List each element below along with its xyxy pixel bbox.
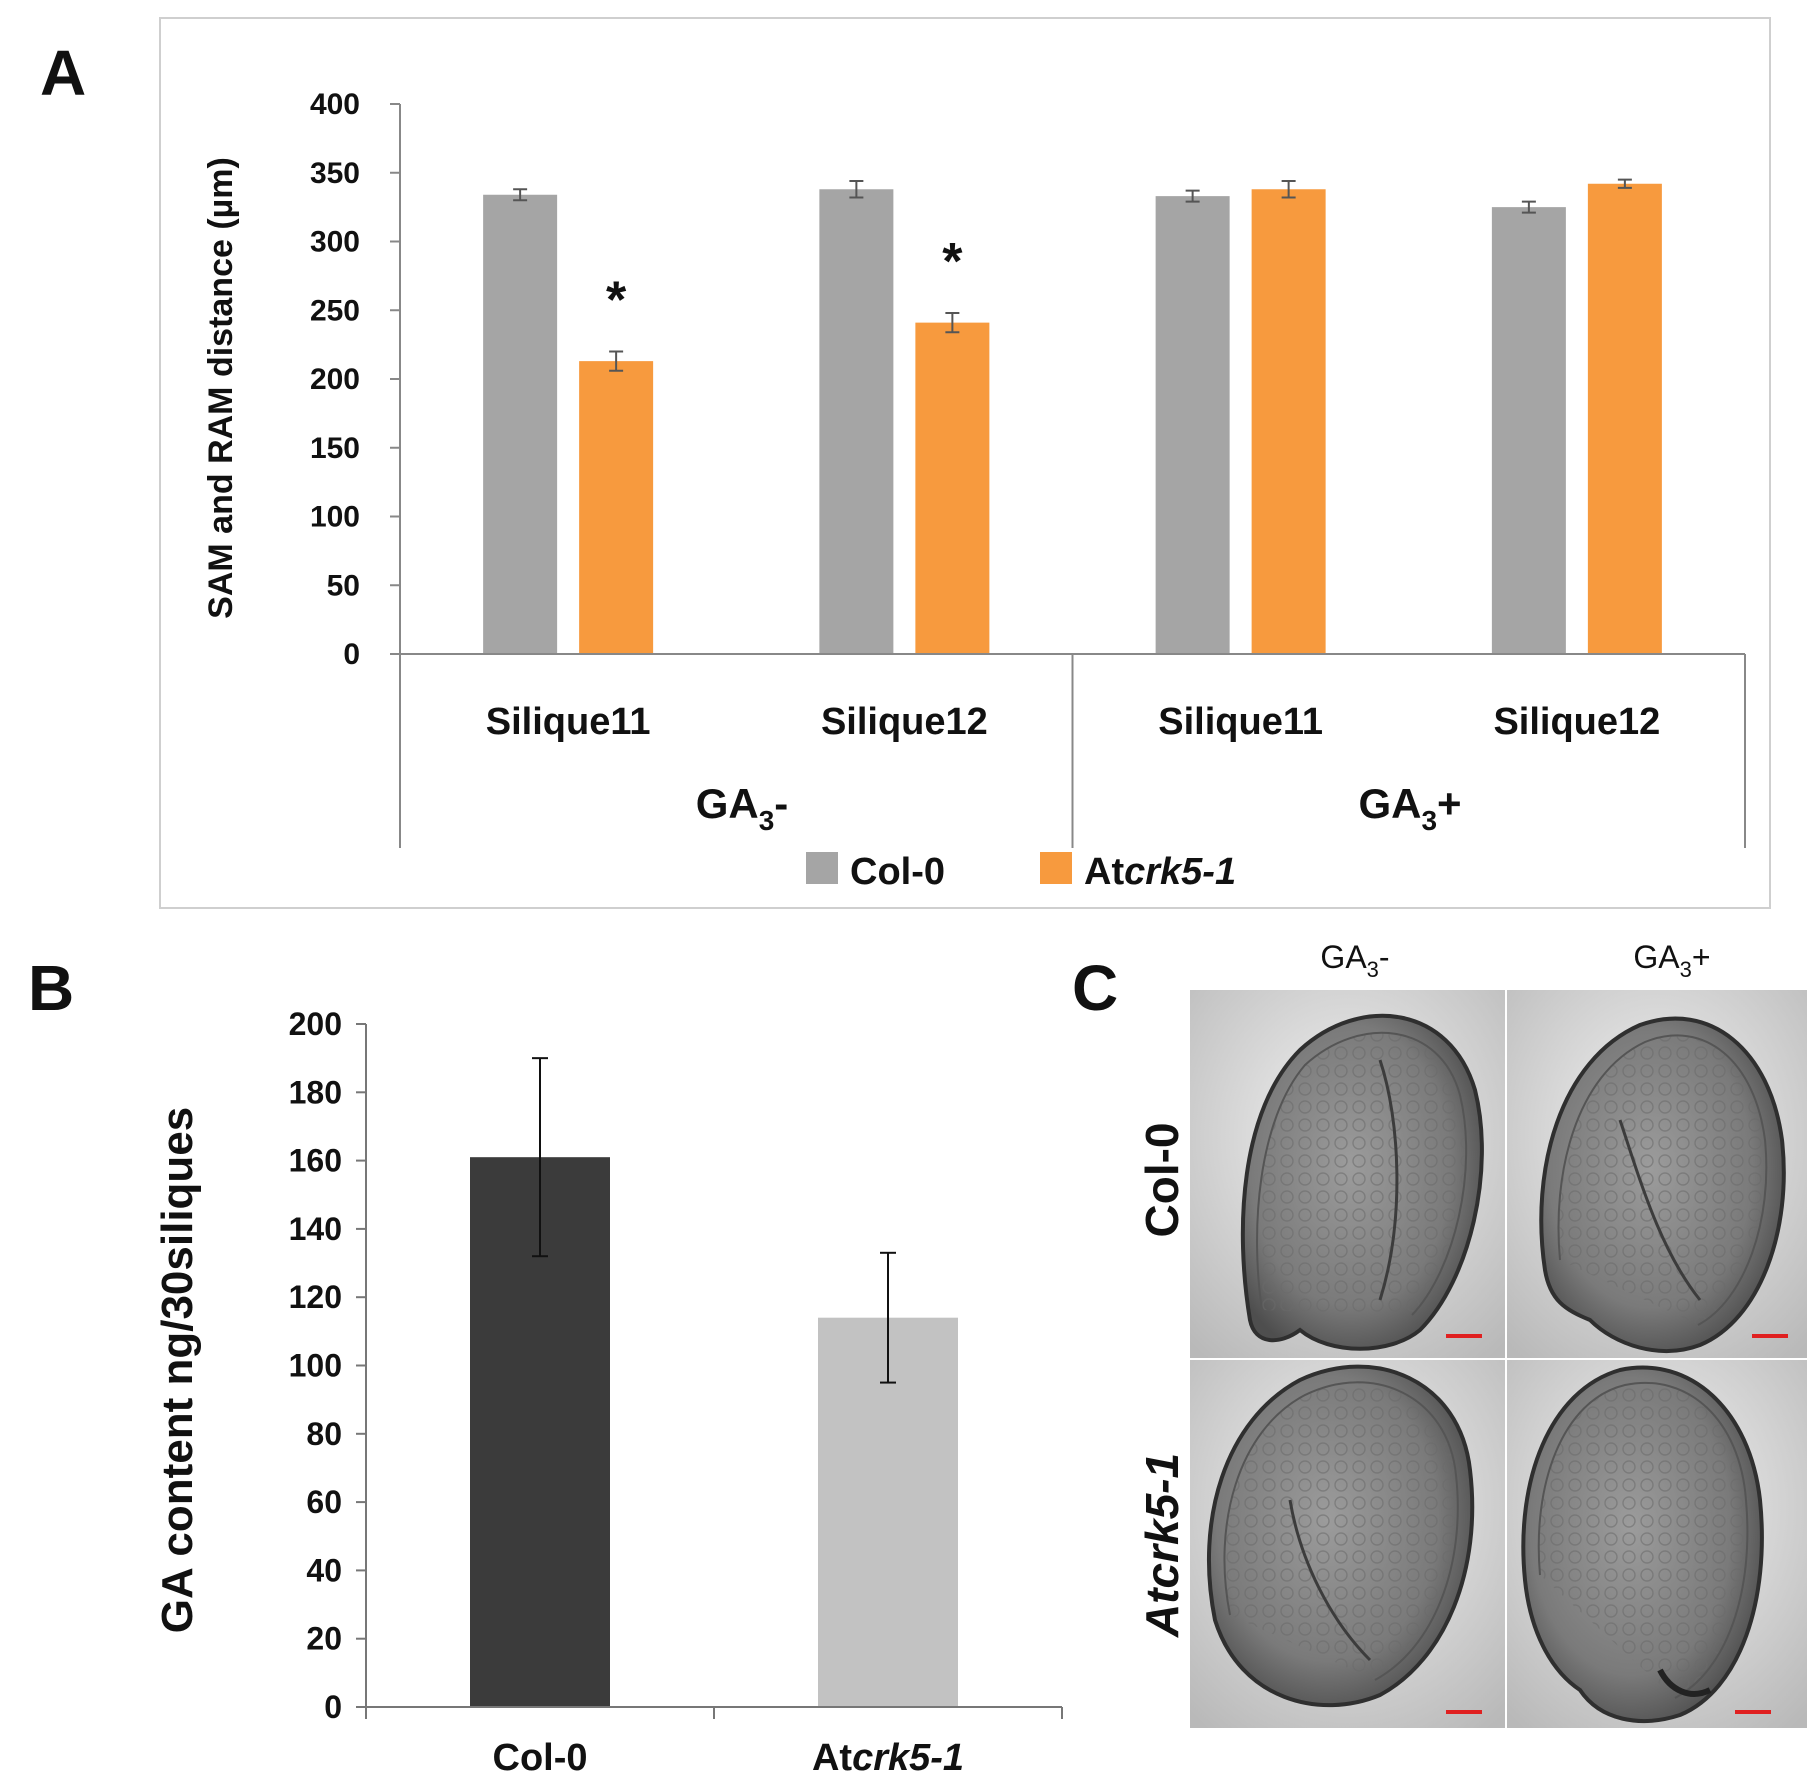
bar-atcrk5-1-silique11 bbox=[1251, 189, 1326, 654]
panel-b-axes bbox=[365, 1024, 1063, 1719]
panel-b-y-tick-label: 80 bbox=[306, 1416, 342, 1452]
micrograph-atcrk5-1-ga3-minus bbox=[1190, 1360, 1505, 1728]
panel-a-y-tick-label: 150 bbox=[310, 432, 360, 465]
micrograph-column-label-ga3-minus: GA3- bbox=[1320, 939, 1389, 982]
panel-a-y-tick-label: 400 bbox=[310, 88, 360, 121]
scale-bar bbox=[1446, 1710, 1482, 1714]
panel-a-category-label: Silique12 bbox=[821, 701, 988, 743]
significance-asterisk: * bbox=[942, 233, 963, 291]
panel-b-y-tick-label: 20 bbox=[306, 1621, 342, 1657]
panel-b-chart: GA content ng/30siliques 0 20 40 60 80 100 120… bbox=[153, 1006, 1063, 1779]
scale-bar bbox=[1735, 1710, 1771, 1714]
panel-b-category-label-atcrk5-1: Atcrk5-1 bbox=[812, 1737, 964, 1779]
panel-a-group-label-ga3-minus: GA3- bbox=[696, 780, 789, 836]
panel-a-y-tick-label: 300 bbox=[310, 226, 360, 259]
legend-swatch-atcrk5-1 bbox=[1040, 852, 1072, 884]
panel-b-letter: B bbox=[28, 952, 74, 1024]
significance-asterisk: * bbox=[606, 272, 627, 330]
panel-b-y-tick-label: 0 bbox=[324, 1689, 342, 1725]
panel-b-y-tick-label: 160 bbox=[289, 1143, 342, 1179]
bar-col-0-silique11 bbox=[1155, 196, 1230, 654]
bar-col-0-silique12 bbox=[819, 189, 894, 654]
panel-a-category-label: Silique11 bbox=[486, 701, 651, 743]
panel-b-y-tick-label: 140 bbox=[289, 1211, 342, 1247]
panel-a-y-tick-label: 50 bbox=[327, 569, 360, 602]
panel-c-letter: C bbox=[1072, 952, 1118, 1024]
panel-b-y-tick-label: 40 bbox=[306, 1552, 342, 1588]
bar-col-0-silique11 bbox=[483, 194, 558, 654]
panel-a-axes bbox=[399, 104, 1746, 848]
panel-a-category-labels: Silique11 Silique12 Silique11 Silique12 bbox=[486, 701, 1661, 743]
panel-a-y-tick-label: 200 bbox=[310, 363, 360, 396]
micrograph-atcrk5-1-ga3-plus bbox=[1507, 1360, 1807, 1728]
panel-a-category-label: Silique11 bbox=[1158, 701, 1323, 743]
bar-atcrk5-1-silique12 bbox=[1587, 183, 1662, 654]
scale-bar bbox=[1446, 1334, 1482, 1338]
micrograph-column-label-ga3-plus: GA3+ bbox=[1633, 939, 1710, 982]
panel-b-y-tick-label: 60 bbox=[306, 1484, 342, 1520]
panel-b-bars bbox=[470, 1057, 958, 1707]
panel-a-y-tick-label: 100 bbox=[310, 501, 360, 534]
bar-col-0-silique12 bbox=[1491, 207, 1566, 654]
panel-a-y-tick-label: 250 bbox=[310, 294, 360, 327]
panel-a-category-label: Silique12 bbox=[1493, 701, 1660, 743]
panel-a-letter: A bbox=[40, 37, 86, 109]
panel-a-y-axis-label: SAM and RAM distance (µm) bbox=[202, 157, 240, 619]
bar-atcrk5-1-silique12 bbox=[915, 322, 990, 654]
panel-b-y-tick-label: 200 bbox=[289, 1006, 342, 1042]
panel-b-category-label-col-0: Col-0 bbox=[493, 1737, 588, 1779]
micrograph-col-0-ga3-plus bbox=[1507, 990, 1807, 1358]
panel-a-group-label-ga3-plus: GA3+ bbox=[1358, 780, 1461, 836]
legend-label-atcrk5-1: Atcrk5-1 bbox=[1084, 851, 1236, 893]
micrograph-row-label-atcrk5-1: Atcrk5-1 bbox=[1136, 1453, 1188, 1638]
panel-a-y-tick-label: 0 bbox=[343, 638, 360, 671]
panel-b-y-tick-label: 100 bbox=[289, 1348, 342, 1384]
micrograph-col-0-ga3-minus bbox=[1190, 990, 1505, 1358]
panel-a-y-ticks: 0 50 100 150 200 250 300 350 400 bbox=[310, 88, 400, 671]
scale-bar bbox=[1752, 1334, 1788, 1338]
legend-label-col-0: Col-0 bbox=[850, 851, 945, 893]
panel-a-bars: ** bbox=[483, 178, 1662, 654]
panel-b-y-ticks: 0 20 40 60 80 100 120 140 160 180 200 bbox=[289, 1006, 366, 1725]
panel-b-y-axis-label: GA content ng/30siliques bbox=[153, 1107, 202, 1633]
panel-b-y-tick-label: 180 bbox=[289, 1074, 342, 1110]
panel-a-legend: Col-0 Atcrk5-1 bbox=[806, 851, 1236, 893]
panel-b-y-tick-label: 120 bbox=[289, 1279, 342, 1315]
bar-atcrk5-1-silique11 bbox=[579, 361, 654, 654]
panel-a-y-tick-label: 350 bbox=[310, 157, 360, 190]
micrograph-row-label-col-0: Col-0 bbox=[1136, 1123, 1188, 1238]
panel-a-chart: SAM and RAM distance (µm) 0 50 100 150 200 25… bbox=[202, 88, 1746, 893]
legend-swatch-col-0 bbox=[806, 852, 838, 884]
